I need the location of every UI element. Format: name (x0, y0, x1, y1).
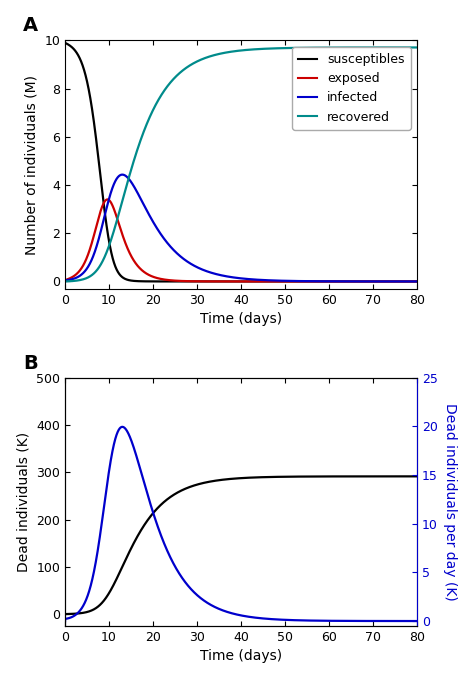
exposed (105, 195, 110, 203)
recovered (280, 44, 285, 52)
susceptibles (354, 277, 359, 286)
X-axis label: Time (days): Time (days) (200, 312, 282, 326)
infected (62, 276, 68, 284)
exposed (414, 277, 420, 286)
infected (366, 277, 372, 286)
Line: susceptibles: susceptibles (65, 43, 417, 282)
susceptibles (170, 277, 176, 286)
infected (273, 277, 279, 285)
infected (171, 245, 176, 254)
susceptibles (366, 277, 372, 286)
recovered (366, 44, 372, 52)
Text: B: B (23, 354, 37, 373)
Y-axis label: Dead individuals (K): Dead individuals (K) (17, 432, 31, 572)
Line: exposed: exposed (65, 199, 417, 282)
recovered (170, 75, 176, 84)
Legend: susceptibles, exposed, infected, recovered: susceptibles, exposed, infected, recover… (292, 47, 411, 130)
susceptibles (273, 277, 279, 286)
susceptibles (62, 39, 68, 47)
Line: infected: infected (65, 175, 417, 282)
exposed (280, 277, 285, 286)
exposed (366, 277, 372, 286)
exposed (171, 277, 176, 285)
Y-axis label: Dead individuals per day (K): Dead individuals per day (K) (443, 403, 457, 600)
exposed (62, 276, 68, 284)
exposed (354, 277, 359, 286)
Line: recovered: recovered (65, 48, 417, 282)
Y-axis label: Number of individuals (M): Number of individuals (M) (25, 75, 39, 254)
exposed (273, 277, 279, 286)
recovered (62, 277, 68, 286)
infected (280, 277, 285, 285)
exposed (328, 277, 334, 286)
susceptibles (414, 277, 420, 286)
recovered (414, 44, 420, 52)
Text: A: A (23, 16, 38, 35)
recovered (328, 44, 334, 52)
susceptibles (328, 277, 334, 286)
infected (119, 171, 125, 179)
X-axis label: Time (days): Time (days) (200, 649, 282, 663)
infected (414, 277, 420, 286)
infected (354, 277, 359, 286)
recovered (273, 44, 279, 52)
recovered (354, 44, 359, 52)
susceptibles (280, 277, 285, 286)
infected (328, 277, 334, 286)
